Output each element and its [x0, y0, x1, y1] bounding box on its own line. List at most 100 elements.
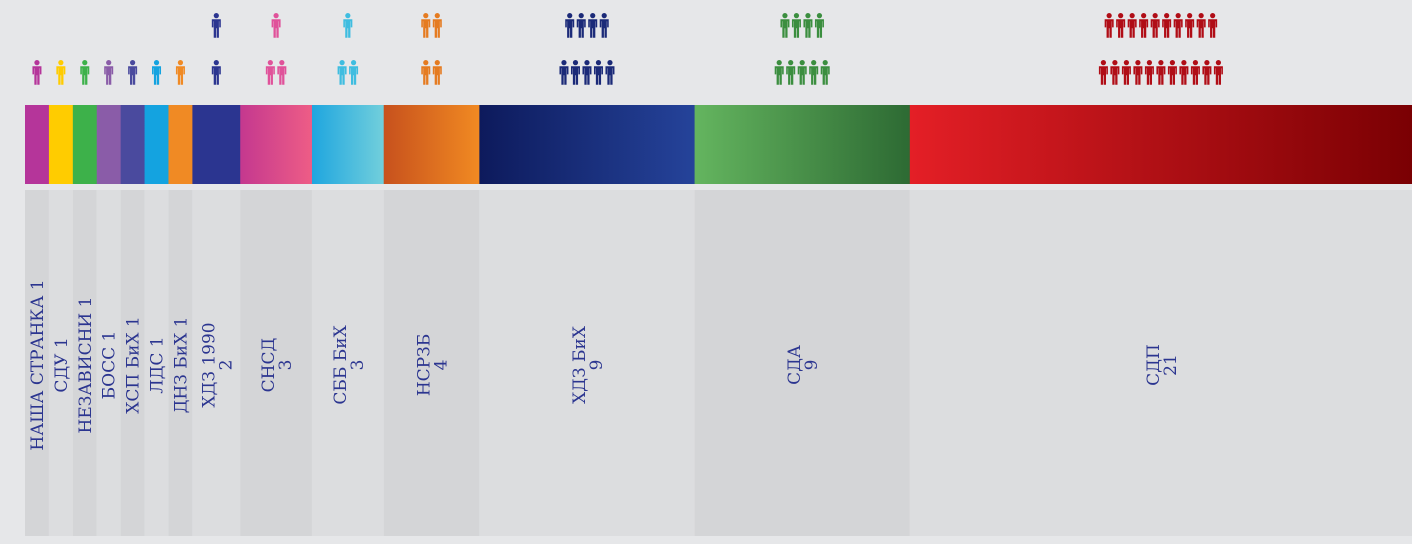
- person-icon: [1196, 13, 1206, 38]
- party-seats: 9: [802, 360, 822, 371]
- person-icon: [421, 13, 431, 38]
- person-icon: [277, 60, 287, 85]
- label-band-босс: [96, 190, 121, 536]
- person-icon: [343, 13, 353, 38]
- party-label-снсд: СНСД3: [259, 338, 296, 393]
- label-band-снсд: [240, 190, 312, 536]
- person-icon: [1150, 13, 1160, 38]
- party-label-наша-странка: НАША СТРАНКА 1: [28, 279, 48, 450]
- person-icon: [814, 13, 824, 38]
- person-icon: [421, 60, 431, 85]
- person-icon: [820, 60, 830, 85]
- person-icon: [803, 13, 813, 38]
- person-icon: [559, 60, 569, 85]
- person-icon: [1208, 13, 1218, 38]
- label-bands: [25, 190, 1412, 536]
- party-seats: 3: [348, 360, 368, 371]
- person-icon: [1202, 60, 1212, 85]
- person-icon: [1110, 60, 1120, 85]
- person-icon: [786, 60, 796, 85]
- bar-сда: [694, 105, 911, 184]
- bar-нсрзб: [383, 105, 480, 184]
- person-icon: [1162, 13, 1172, 38]
- party-label-независни: НЕЗАВИСНИ 1: [76, 297, 96, 434]
- bar-днз-бих: [168, 105, 193, 184]
- color-bar-segments: [25, 105, 1412, 184]
- label-band-сда: [694, 190, 910, 536]
- party-name: СДП: [1144, 344, 1164, 386]
- party-seats: 2: [216, 360, 236, 371]
- party-name: СДА: [785, 345, 805, 385]
- person-icon: [1098, 60, 1108, 85]
- party-seats: 21: [1161, 354, 1181, 376]
- person-icon: [582, 60, 592, 85]
- person-icon: [797, 60, 807, 85]
- person-icon: [605, 60, 615, 85]
- bar-хдз-бих: [479, 105, 696, 184]
- party-label-лдс: ЛДС 1: [148, 336, 168, 393]
- label-band-независни: [72, 190, 97, 536]
- person-icon: [349, 60, 359, 85]
- bar-наша-странка: [25, 105, 50, 184]
- person-icon: [1104, 13, 1114, 38]
- bar-сду: [48, 105, 74, 184]
- person-icon: [1173, 13, 1183, 38]
- person-icon: [1116, 13, 1126, 38]
- person-icon: [104, 60, 114, 85]
- party-name: СББ БиХ: [331, 324, 351, 404]
- person-icon: [774, 60, 784, 85]
- label-band-днз-бих: [168, 190, 193, 536]
- person-icon: [1127, 13, 1137, 38]
- bar-сдп: [909, 105, 1412, 184]
- party-name: ХДЗ БиХ: [570, 325, 590, 404]
- party-name: НСРЗБ: [415, 334, 435, 396]
- label-band-сбб-бих: [311, 190, 384, 536]
- party-label-сда: СДА9: [785, 345, 822, 385]
- party-seats: 9: [587, 360, 607, 371]
- person-icon: [432, 13, 442, 38]
- party-label-хдз-бих: ХДЗ БиХ9: [570, 325, 607, 404]
- person-icon: [32, 60, 42, 85]
- bar-снсд: [240, 105, 313, 184]
- party-label-днз-бих: ДНЗ БиХ 1: [171, 317, 191, 414]
- bar-сбб-бих: [311, 105, 385, 184]
- party-label-сбб-бих: СББ БиХ3: [331, 324, 368, 404]
- person-icon: [128, 60, 138, 85]
- label-band-хсп-бих: [120, 190, 145, 536]
- person-icon: [1179, 60, 1189, 85]
- person-icon: [1133, 60, 1143, 85]
- party-label-нсрзб: НСРЗБ4: [415, 334, 452, 396]
- bar-хдз-1990: [192, 105, 241, 184]
- bar-босс: [96, 105, 122, 184]
- seat-icons: [32, 13, 1223, 85]
- person-icon: [791, 13, 801, 38]
- party-name: СНСД: [259, 338, 279, 393]
- person-icon: [1156, 60, 1166, 85]
- label-band-наша-странка: [25, 190, 49, 536]
- person-icon: [152, 60, 162, 85]
- party-label-босс: БОСС 1: [100, 331, 120, 400]
- label-band-сду: [48, 190, 73, 536]
- person-icon: [56, 60, 66, 85]
- party-labels: НАША СТРАНКА 1 СДУ 1 НЕЗАВИСНИ 1 БОСС 1 ХСП …: [28, 279, 1181, 450]
- person-icon: [80, 60, 90, 85]
- person-icon: [570, 60, 580, 85]
- person-icon: [175, 60, 185, 85]
- person-icon: [211, 13, 221, 38]
- person-icon: [337, 60, 347, 85]
- person-icon: [1190, 60, 1200, 85]
- person-icon: [1121, 60, 1131, 85]
- label-band-сдп: [909, 190, 1412, 536]
- person-icon: [1185, 13, 1195, 38]
- person-icon: [265, 60, 275, 85]
- person-icon: [1213, 60, 1223, 85]
- person-icon: [1139, 13, 1149, 38]
- party-label-сду: СДУ 1: [52, 337, 72, 392]
- person-icon: [588, 13, 598, 38]
- bar-лдс: [144, 105, 169, 184]
- party-label-сдп: СДП21: [1144, 344, 1181, 386]
- label-band-хдз-1990: [192, 190, 241, 536]
- party-seats: 3: [276, 360, 296, 371]
- party-name: ХДЗ 1990: [199, 322, 219, 407]
